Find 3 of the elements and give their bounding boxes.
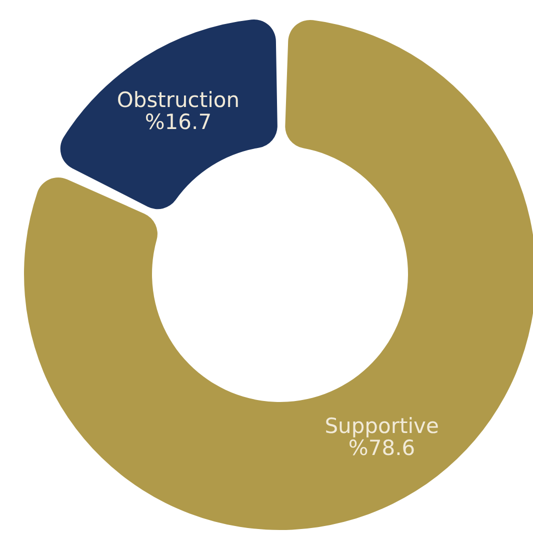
slice-label: Obstruction (116, 88, 240, 112)
data-label: %16.7 (144, 110, 212, 134)
slice-label: Supportive (324, 414, 439, 438)
